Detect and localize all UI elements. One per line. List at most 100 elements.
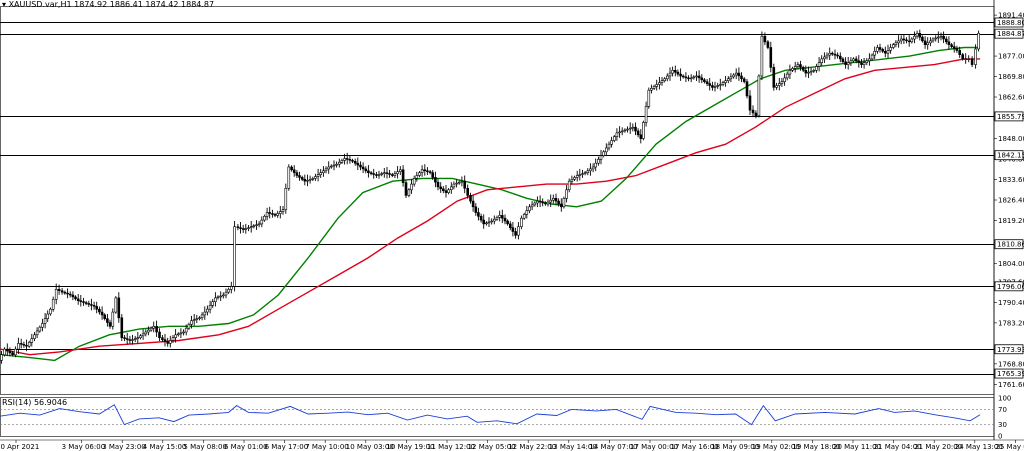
candle-body	[103, 314, 106, 319]
candle-body	[713, 86, 717, 88]
level-badge-label: 1888.80	[997, 19, 1024, 27]
candle-body	[815, 66, 818, 71]
candle-body	[6, 348, 9, 352]
candle-body	[891, 44, 895, 48]
level-badge-box	[994, 111, 1024, 122]
candle-body	[854, 58, 858, 62]
candle-body	[290, 166, 293, 171]
main-plot-area	[0, 0, 995, 440]
candle-body	[68, 293, 72, 296]
candle-body	[404, 182, 408, 196]
candle-body	[889, 47, 892, 51]
candle-body	[881, 49, 885, 52]
candle-body	[910, 38, 914, 43]
candle-body	[471, 200, 475, 208]
symbol-label: XAUUSD.var,H1	[8, 0, 72, 9]
candle-body	[536, 200, 539, 204]
candle-body	[783, 77, 786, 83]
x-tick-label: 17 May 00:00	[630, 443, 678, 451]
candle-body	[860, 62, 863, 65]
candle-body	[836, 54, 839, 57]
candle-body	[567, 180, 571, 190]
candle-body	[0, 354, 3, 361]
candle-body	[161, 337, 164, 340]
candle-body	[597, 159, 600, 164]
candle-body	[485, 222, 488, 225]
candle-body	[179, 332, 183, 335]
candle-body	[748, 95, 752, 111]
candle-body	[19, 343, 23, 345]
candle-body	[769, 47, 773, 68]
level-badge-label: 1773.93	[997, 346, 1024, 354]
candle-body	[447, 189, 450, 193]
candle-body	[967, 58, 971, 61]
candle-body	[233, 226, 236, 287]
candle-body	[359, 164, 362, 168]
candle-body	[139, 335, 142, 338]
candle-body	[894, 42, 898, 45]
level-badge-label: 1796.06	[997, 283, 1024, 291]
candle-body	[74, 296, 77, 300]
candle-body	[583, 172, 587, 174]
candle-body	[517, 226, 520, 236]
collapse-arrow-icon[interactable]: ▾	[2, 0, 7, 9]
candle-body	[324, 168, 328, 172]
candle-body	[581, 173, 584, 175]
candle-body	[530, 204, 534, 208]
candle-body	[415, 175, 419, 179]
candle-body	[166, 341, 169, 344]
candle-body	[249, 226, 253, 228]
candle-body	[319, 172, 323, 175]
candle-body	[809, 70, 813, 73]
candle-body	[241, 228, 245, 230]
candle-body	[335, 163, 338, 166]
candle-body	[883, 50, 887, 54]
candle-body	[700, 77, 704, 81]
candle-body	[862, 62, 866, 65]
candle-body	[108, 322, 112, 327]
candle-body	[538, 200, 542, 203]
x-tick-label: 19 May 02:00	[752, 443, 800, 451]
candle-body	[82, 301, 85, 303]
candle-body	[219, 295, 222, 298]
candle-body	[665, 75, 669, 80]
x-tick-label: 7 May 10:00	[305, 443, 349, 451]
x-tick-label: 30 Apr 2021	[0, 443, 39, 451]
candle-body	[54, 288, 58, 300]
candle-body	[942, 35, 945, 40]
candle-body	[913, 35, 916, 40]
candle-body	[100, 311, 104, 316]
candle-body	[147, 329, 150, 333]
candle-body	[428, 171, 432, 173]
candle-body	[642, 122, 645, 139]
candle-body	[477, 212, 480, 217]
candle-body	[460, 180, 464, 183]
candle-body	[8, 350, 12, 354]
candle-body	[970, 58, 974, 65]
level-badges: 1888.80 1884.87 1855.79 1842.15 1810.86 1796.…	[994, 17, 1024, 379]
candle-body	[388, 173, 391, 175]
candle-body	[737, 72, 741, 77]
candle-body	[303, 179, 307, 182]
candle-body	[905, 39, 908, 42]
candle-body	[382, 172, 386, 174]
candle-body	[655, 84, 659, 87]
candle-body	[375, 174, 378, 176]
level-badge-box	[994, 150, 1024, 161]
candle-body	[844, 61, 847, 65]
candle-body	[281, 209, 285, 212]
candle-body	[594, 162, 598, 168]
candle-body	[351, 160, 354, 162]
candle-body	[679, 73, 682, 77]
y-tick-label: 1877.00	[998, 53, 1024, 61]
candle-body	[626, 128, 629, 131]
candle-body	[396, 171, 399, 174]
candle-body	[952, 46, 956, 49]
candle-body	[407, 189, 411, 196]
candle-body	[820, 58, 824, 64]
y-tick-label: 1833.60	[998, 176, 1024, 184]
candle-body	[252, 225, 256, 228]
candle-body	[623, 129, 627, 132]
candle-body	[726, 78, 730, 82]
